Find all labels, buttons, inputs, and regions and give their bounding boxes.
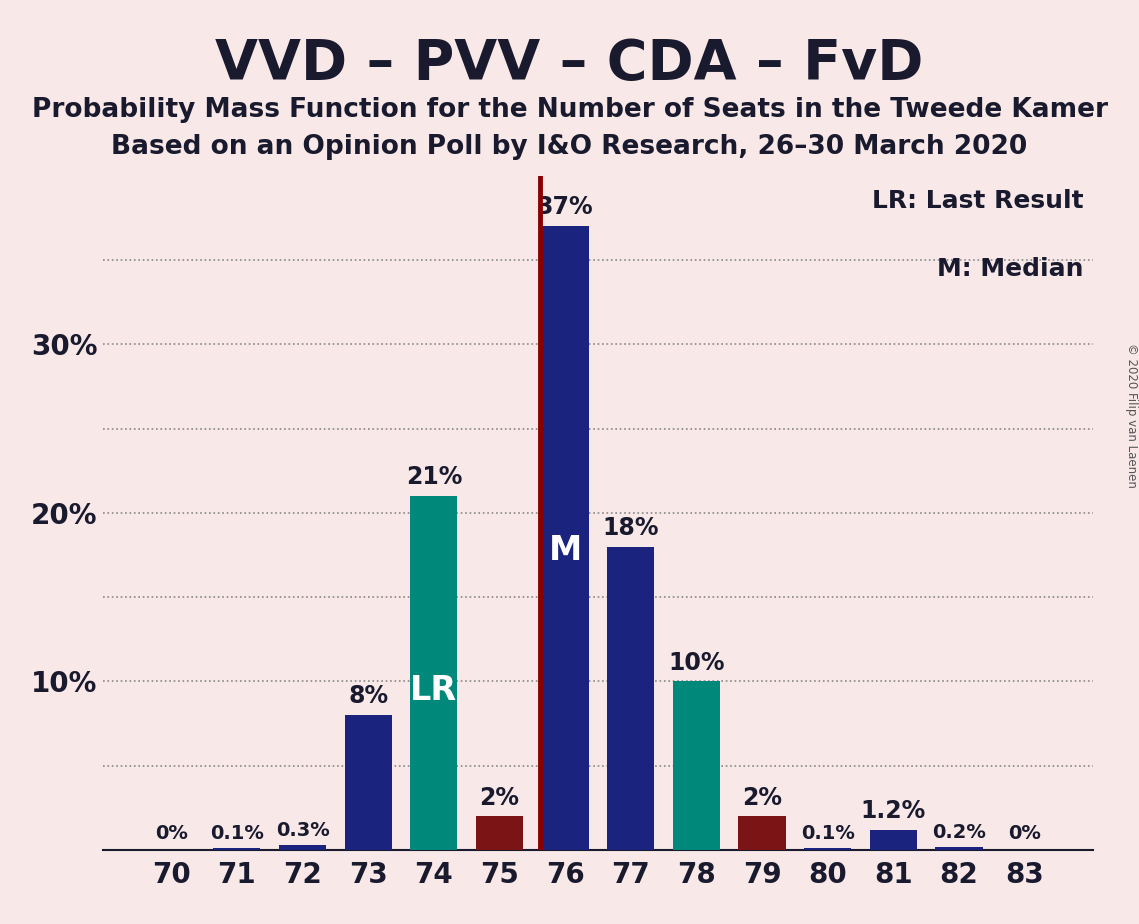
Text: 2%: 2%	[480, 785, 519, 809]
Bar	[410, 496, 458, 850]
Bar	[344, 715, 392, 850]
Bar	[673, 682, 720, 850]
Text: 2%: 2%	[743, 785, 782, 809]
Text: 1.2%: 1.2%	[861, 799, 926, 823]
Text: M: M	[549, 534, 582, 567]
Text: 0.1%: 0.1%	[801, 824, 854, 844]
Text: 10%: 10%	[669, 650, 724, 675]
Bar	[870, 830, 917, 850]
Text: 0%: 0%	[155, 824, 188, 844]
Text: 8%: 8%	[349, 685, 388, 709]
Text: LR: Last Result: LR: Last Result	[872, 189, 1083, 213]
Bar	[607, 546, 655, 850]
Text: Based on an Opinion Poll by I&O Research, 26–30 March 2020: Based on an Opinion Poll by I&O Research…	[112, 134, 1027, 160]
Bar	[738, 817, 786, 850]
Text: 37%: 37%	[536, 195, 593, 219]
Text: 0%: 0%	[1008, 824, 1041, 844]
Bar	[476, 817, 523, 850]
Text: 21%: 21%	[405, 465, 462, 489]
Text: M: Median: M: Median	[937, 257, 1083, 281]
Bar	[935, 846, 983, 850]
Bar	[279, 845, 326, 850]
Text: VVD – PVV – CDA – FvD: VVD – PVV – CDA – FvD	[215, 37, 924, 91]
Text: 0.3%: 0.3%	[276, 821, 329, 840]
Text: Probability Mass Function for the Number of Seats in the Tweede Kamer: Probability Mass Function for the Number…	[32, 97, 1107, 123]
Text: © 2020 Filip van Laenen: © 2020 Filip van Laenen	[1124, 344, 1138, 488]
Text: 18%: 18%	[603, 516, 659, 540]
Text: 0.1%: 0.1%	[210, 824, 264, 844]
Bar	[804, 848, 852, 850]
Text: 0.2%: 0.2%	[932, 822, 986, 842]
Bar	[541, 226, 589, 850]
Text: LR: LR	[410, 675, 458, 707]
Bar	[213, 848, 261, 850]
